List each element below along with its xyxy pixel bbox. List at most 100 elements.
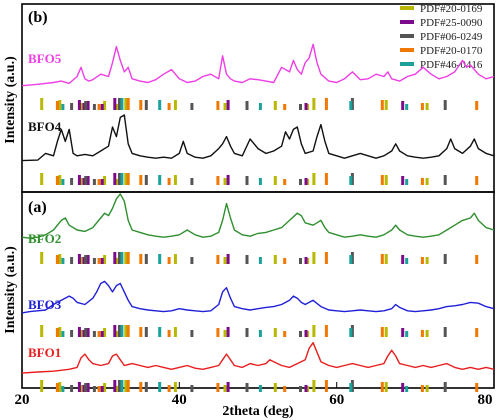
ref-mark-pdf-06-0249 [245,383,249,392]
ref-mark-pdf-25-0090 [401,101,405,110]
series-line-bfo2 [21,193,495,239]
ref-mark-pdf-20-0170 [126,252,130,264]
ref-mark-pdf-20-0170 [324,98,328,110]
ref-mark-pdf-06-0249 [245,328,249,337]
legend-label-1: PDF#20-0169 [420,3,483,15]
ref-mark-pdf-46-0416 [405,258,409,264]
ref-mark-pdf-06-0249 [299,386,302,392]
ref-mark-pdf-20-0170 [283,386,287,392]
ref-mark-pdf-25-0090 [401,383,405,392]
ref-mark-pdf-20-0170 [126,325,130,337]
ref-mark-pdf-20-0170 [216,328,220,337]
x-tick-label: 80 [478,392,493,408]
ref-mark-pdf-46-0416 [258,385,262,392]
ref-mark-pdf-20-0169 [425,103,429,110]
ref-mark-pdf-46-0416 [120,173,124,185]
ref-mark-pdf-20-0170 [283,104,287,110]
ref-mark-pdf-20-0170 [55,328,59,337]
ref-mark-pdf-46-0416 [349,328,353,337]
ref-mark-pdf-46-0416 [158,254,162,264]
ref-mark-pdf-25-0090 [226,100,230,110]
ref-mark-pdf-06-0249 [190,330,194,337]
ref-mark-pdf-25-0090 [100,179,104,185]
ref-mark-pdf-20-0169 [58,327,62,337]
ref-mark-pdf-20-0169 [124,380,128,392]
ref-mark-pdf-06-0249 [190,257,194,264]
ref-mark-pdf-20-0169 [312,173,316,185]
ref-mark-pdf-25-0090 [226,327,230,337]
ref-mark-pdf-25-0090 [113,325,117,337]
ref-mark-pdf-25-0090 [82,257,86,264]
ref-mark-pdf-20-0169 [115,258,119,264]
ref-mark-pdf-25-0090 [86,176,90,185]
ref-mark-pdf-06-0249 [92,258,96,264]
ref-mark-pdf-06-0249 [443,175,447,185]
ref-mark-pdf-06-0249 [118,173,121,185]
ref-mark-pdf-20-0170 [126,380,130,392]
series-label-bfo3: BFO3 [28,297,62,312]
ref-mark-pdf-06-0249 [245,101,249,110]
ref-mark-pdf-06-0249 [84,176,88,185]
ref-mark-pdf-20-0169 [312,325,316,337]
x-axis-label: 2theta (deg) [222,404,293,419]
ref-mark-pdf-20-0169 [425,178,429,185]
ref-mark-pdf-20-0169 [173,100,177,110]
series-label-bfo1: BFO1 [28,345,61,360]
ref-mark-pdf-20-0169 [173,382,177,392]
ref-mark-pdf-20-0169 [273,255,277,264]
ref-mark-pdf-25-0090 [304,257,308,264]
ref-mark-pdf-46-0416 [258,257,262,264]
ref-mark-pdf-06-0249 [299,331,302,337]
ref-mark-pdf-20-0169 [124,98,128,110]
ref-mark-pdf-20-0170 [139,100,143,110]
ref-mark-pdf-06-0249 [190,178,194,185]
ref-mark-pdf-46-0416 [258,330,262,337]
ref-mark-pdf-46-0416 [61,331,65,337]
ref-mark-pdf-20-0169 [40,173,44,185]
ref-mark-pdf-20-0169 [306,258,310,264]
ref-mark-pdf-06-0249 [350,380,354,392]
ref-mark-pdf-20-0170 [380,327,384,337]
ref-mark-pdf-25-0090 [77,175,81,185]
ref-mark-pdf-25-0090 [226,254,230,264]
ref-mark-pdf-46-0416 [120,380,124,392]
ref-mark-pdf-25-0090 [86,383,90,392]
ref-mark-pdf-06-0249 [118,98,121,110]
ref-mark-pdf-25-0090 [77,100,81,110]
ref-mark-pdf-06-0249 [70,385,74,392]
ref-mark-pdf-20-0170 [324,252,328,264]
legend-swatch-1 [400,6,414,10]
ref-mark-pdf-20-0170 [420,385,424,392]
ref-mark-pdf-06-0249 [84,255,88,264]
ref-mark-pdf-20-0169 [115,331,119,337]
ref-mark-pdf-20-0169 [173,254,177,264]
ref-mark-pdf-20-0170 [97,331,101,337]
ref-mark-pdf-20-0170 [324,325,328,337]
reference-marks [40,98,479,392]
ref-mark-pdf-06-0249 [299,179,302,185]
ref-mark-pdf-20-0170 [97,386,101,392]
ref-mark-pdf-20-0169 [273,101,277,110]
series-line-bfo5 [21,43,495,87]
ref-mark-pdf-25-0090 [401,328,405,337]
x-tick-label: 40 [172,392,187,408]
ref-mark-pdf-20-0169 [80,178,84,185]
ref-mark-pdf-25-0090 [82,385,86,392]
x-tick-label: 60 [329,392,344,408]
ref-mark-pdf-25-0090 [86,255,90,264]
panel-a-tag: (a) [28,199,47,216]
x-axis: 20 40 60 80 [15,382,495,408]
ref-mark-pdf-20-0170 [420,178,424,185]
ref-mark-pdf-46-0416 [158,100,162,110]
ref-mark-pdf-20-0169 [223,103,227,110]
ref-mark-pdf-46-0416 [405,179,409,185]
ref-mark-pdf-06-0249 [92,331,96,337]
ref-mark-pdf-06-0249 [92,386,96,392]
legend-label-2: PDF#25-0090 [420,17,483,29]
series-label-bfo2: BFO2 [28,231,61,246]
ref-mark-pdf-20-0170 [139,382,143,392]
ref-mark-pdf-20-0169 [306,179,310,185]
ref-mark-pdf-25-0090 [304,330,308,337]
panel-a-ylabel: Intensity (a.u.) [3,246,18,334]
ref-mark-pdf-25-0090 [82,103,86,110]
